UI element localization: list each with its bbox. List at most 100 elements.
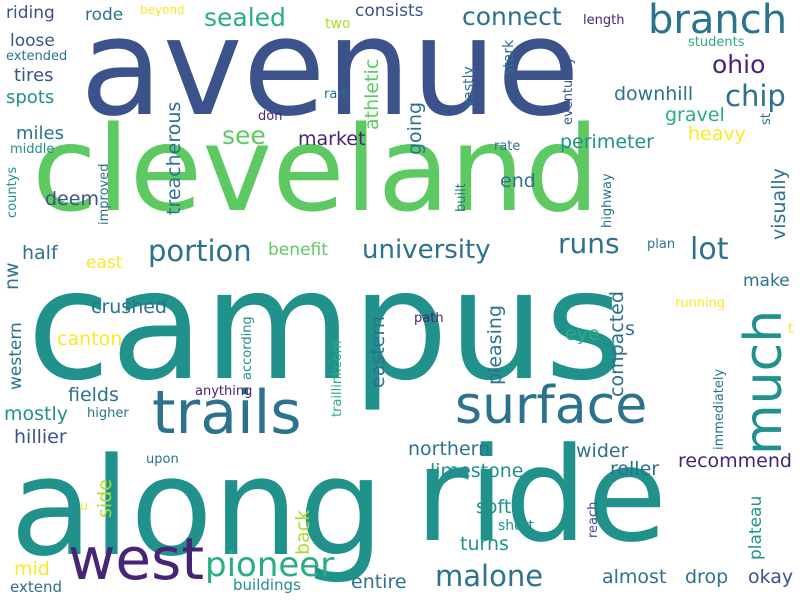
word-mid: mid	[14, 558, 50, 580]
word-path: path	[414, 311, 444, 326]
word-soft: soft	[476, 496, 512, 518]
word-loose: loose	[10, 31, 55, 51]
word-benefit: benefit	[268, 240, 328, 260]
word-eastern: eastern	[367, 316, 389, 388]
word-wider: wider	[576, 440, 629, 462]
word-runs: runs	[558, 227, 620, 260]
word-hillier: hillier	[14, 426, 67, 448]
word-gravel: gravel	[665, 104, 725, 126]
word-vastly: vastly	[461, 66, 477, 108]
word-cleveland: cleveland	[32, 100, 600, 238]
word-s: s	[625, 318, 635, 340]
word-going: going	[404, 101, 426, 155]
word-extend: extend	[10, 578, 62, 596]
word-avenue: avenue	[80, 0, 580, 146]
word-rode: rode	[85, 5, 124, 25]
word-traillinkcom: traillinkcom	[330, 340, 345, 417]
word-west: west	[68, 525, 205, 593]
word-pleasing: pleasing	[484, 305, 506, 385]
word-extended: extended	[6, 49, 68, 64]
word-st: st	[759, 113, 774, 125]
word-nw: nw	[1, 262, 23, 290]
word-malone: malone	[435, 559, 544, 593]
word-highway: highway	[600, 173, 615, 228]
word-much: much	[734, 309, 794, 455]
word-branch: branch	[648, 0, 788, 43]
word-spots: spots	[6, 87, 55, 108]
word-buildings: buildings	[233, 576, 301, 594]
word-drop: drop	[685, 566, 729, 588]
word-market: market	[298, 128, 366, 150]
word-compacted: compacted	[606, 291, 628, 397]
word-recommend: recommend	[678, 450, 792, 472]
word-two: two	[325, 16, 351, 32]
word-short: short	[498, 518, 534, 534]
word-riding: riding	[6, 3, 55, 23]
word-anything: anything	[195, 384, 253, 399]
word-immediately: immediately	[712, 368, 727, 450]
word-don: don	[258, 109, 283, 124]
word-back: back	[292, 509, 314, 555]
word-surface: surface	[455, 376, 648, 436]
word-entire: entire	[351, 571, 407, 593]
word-okay: okay	[748, 566, 794, 588]
word-eye: eye	[565, 323, 600, 345]
word-chip: chip	[725, 79, 786, 113]
word-canton: canton	[57, 328, 123, 350]
word-portion: portion	[148, 234, 252, 268]
word-t: t	[788, 321, 794, 337]
word-running: running	[675, 296, 726, 311]
word-pioneer: pioneer	[205, 545, 335, 585]
word-east: east	[86, 253, 123, 273]
word-plan: plan	[647, 237, 676, 252]
word-tires: tires	[14, 65, 54, 86]
word-students: students	[688, 35, 745, 50]
word-deem: deem	[45, 188, 99, 210]
word-heavy: heavy	[688, 123, 746, 145]
word-according: according	[240, 316, 255, 380]
word-turns: turns	[460, 533, 509, 555]
word-sealed: sealed	[204, 3, 286, 32]
word-ride: ride	[415, 419, 668, 571]
word-mostly: mostly	[4, 403, 69, 425]
word-athletic: athletic	[361, 58, 383, 130]
word-miles: miles	[16, 123, 64, 144]
word-higher: higher	[87, 406, 129, 421]
word-downhill: downhill	[614, 83, 694, 105]
word-middle: middle	[10, 142, 55, 157]
word-side: side	[94, 479, 116, 518]
word-connect: connect	[462, 2, 562, 31]
word-ran: ran	[324, 87, 346, 102]
word-campus: campus	[27, 237, 624, 414]
word-northern: northern	[408, 438, 491, 460]
word-lot: lot	[690, 232, 729, 267]
word-see: see	[222, 121, 266, 150]
word-visually: visually	[768, 168, 790, 240]
word-rate: rate	[494, 139, 521, 154]
word-university: university	[362, 235, 491, 265]
word-western: western	[6, 322, 26, 390]
word-stark: stark	[501, 39, 517, 75]
word-countys: countys	[5, 166, 20, 218]
word-almost: almost	[602, 566, 667, 588]
word-limestone: limestone	[430, 460, 524, 482]
word-upon: upon	[146, 452, 179, 467]
word-ohio: ohio	[712, 50, 766, 79]
word-end: end	[500, 170, 536, 192]
word-improved: improved	[97, 163, 112, 225]
word-eventually: eventually	[561, 56, 576, 125]
word-treacherous: treacherous	[163, 101, 185, 215]
word-consists: consists	[355, 1, 424, 21]
word-crushed: crushed	[91, 296, 167, 318]
word-half: half	[22, 242, 58, 264]
word-trails: trails	[152, 378, 302, 448]
word-fields: fields	[68, 384, 119, 406]
word-reach: reach	[586, 501, 601, 538]
word-make: make	[743, 271, 790, 291]
word-length: length	[583, 13, 625, 28]
word-perimeter: perimeter	[560, 131, 654, 153]
word-roller: roller	[610, 458, 660, 480]
word-along: along	[10, 429, 385, 586]
word-beyond: beyond	[140, 3, 185, 17]
